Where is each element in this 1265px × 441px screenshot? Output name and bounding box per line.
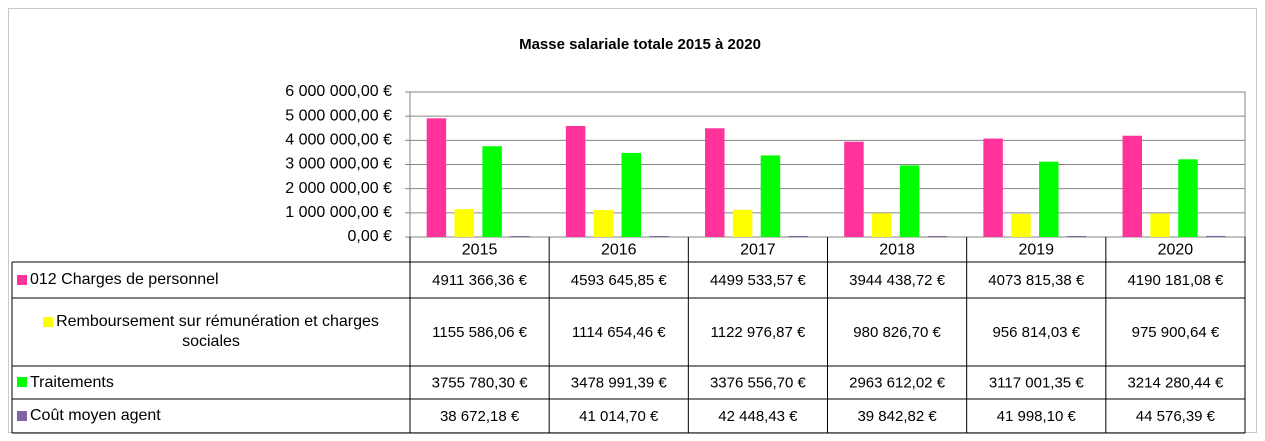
table-value: 3755 780,30 € (432, 374, 529, 391)
bar (705, 128, 725, 237)
bar (1066, 235, 1087, 237)
x-tick-label: 2017 (740, 242, 776, 259)
legend-cell: Traitements (12, 366, 410, 399)
table-value: 3214 280,44 € (1127, 374, 1224, 391)
legend-item: Coût moyen agent (12, 399, 410, 433)
table-value: 975 900,64 € (1132, 324, 1220, 341)
table-value: 3117 001,35 € (989, 374, 1084, 391)
bar (565, 125, 586, 237)
table-value: 1155 586,06 € (432, 324, 527, 341)
table-value: 38 672,18 € (440, 408, 520, 425)
table-value: 1122 976,87 € (711, 324, 806, 341)
y-tick-label: 6 000 000,00 € (285, 83, 392, 100)
bar (426, 118, 447, 237)
x-tick-label: 2016 (601, 242, 637, 259)
y-tick-label: 2 000 000,00 € (285, 180, 392, 197)
legend-text: Traitements (17, 373, 114, 393)
bar (1150, 213, 1170, 237)
legend-label: Traitements (30, 373, 114, 391)
y-tick-label: 1 000 000,00 € (285, 204, 392, 221)
legend-text: Coût moyen agent (17, 406, 161, 426)
bar (1206, 235, 1226, 237)
legend-text: 012 Charges de personnel (17, 270, 219, 290)
bar (510, 236, 530, 237)
bar (788, 235, 809, 237)
bar (899, 165, 920, 237)
bar (1039, 161, 1059, 237)
legend-item: Traitements (12, 366, 410, 399)
table-value: 39 842,82 € (857, 408, 937, 425)
legend-cell: Remboursement sur rémunération et charge… (12, 298, 410, 366)
legend-label: Coût moyen agent (30, 407, 161, 424)
bar (732, 209, 753, 237)
table-value: 4499 533,57 € (710, 272, 807, 289)
chart-title: Masse salariale totale 2015 à 2020 (519, 36, 761, 53)
table-value: 41 014,70 € (579, 408, 659, 425)
table-value: 3944 438,72 € (849, 272, 946, 289)
x-tick-label: 2015 (462, 242, 498, 259)
legend-swatch (17, 410, 27, 421)
y-tick-label: 3 000 000,00 € (285, 156, 392, 173)
legend-item: 012 Charges de personnel (12, 262, 410, 298)
table-value: 4593 645,85 € (571, 272, 668, 289)
table-value: 980 826,70 € (853, 324, 941, 341)
table-value: 41 998,10 € (997, 408, 1077, 425)
legend-swatch (17, 377, 27, 388)
table-value: 4190 181,08 € (1127, 272, 1224, 289)
x-tick-label: 2018 (879, 242, 915, 259)
bar (1122, 135, 1143, 237)
x-tick-label: 2019 (1018, 242, 1054, 259)
legend-cell: 012 Charges de personnel (12, 262, 410, 298)
table-value: 44 576,39 € (1136, 408, 1216, 425)
bar (983, 138, 1003, 237)
table-value: 3478 991,39 € (571, 374, 668, 391)
table-value: 4073 815,38 € (988, 272, 1085, 289)
table-value: 956 814,03 € (992, 324, 1080, 341)
legend-swatch (43, 316, 54, 327)
bar (482, 146, 502, 237)
y-tick-label: 5 000 000,00 € (285, 107, 392, 124)
y-tick-label: 0,00 € (348, 228, 393, 245)
table-value: 2963 612,02 € (849, 374, 946, 391)
bar (621, 152, 642, 237)
bar (872, 213, 892, 237)
table-value: 1114 654,46 € (572, 324, 666, 341)
y-tick-label: 4 000 000,00 € (285, 132, 392, 149)
bar (927, 236, 948, 237)
bar (593, 210, 614, 237)
legend-cell: Coût moyen agent (12, 399, 410, 433)
table-value: 42 448,43 € (718, 408, 798, 425)
bar (454, 209, 475, 237)
legend-item: Remboursement sur rémunération et charge… (12, 298, 410, 366)
legend-label: 012 Charges de personnel (30, 271, 219, 288)
legend-label: Remboursement sur rémunération et charge… (56, 313, 379, 350)
bar (844, 141, 864, 237)
bar (760, 155, 781, 237)
legend-swatch (17, 274, 27, 285)
legend-text: Remboursement sur rémunération et charge… (20, 312, 402, 352)
table-value: 4911 366,36 € (432, 272, 527, 289)
bar (1178, 159, 1198, 237)
bar (649, 236, 669, 237)
table-value: 3376 556,70 € (710, 374, 807, 391)
x-tick-label: 2020 (1158, 242, 1194, 259)
bar (1011, 213, 1031, 237)
